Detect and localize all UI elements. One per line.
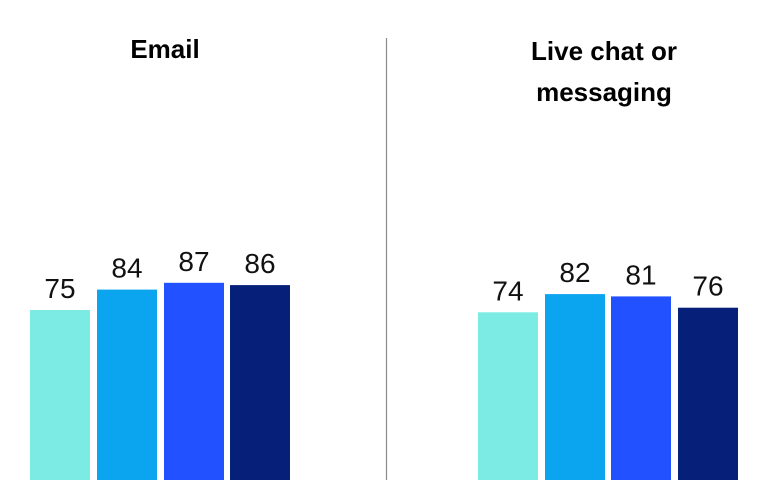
- chart-panel-live-chat: Live chat or messaging 74 82 81 76: [478, 36, 738, 480]
- bar: [30, 310, 90, 480]
- bar: [164, 282, 224, 480]
- bar: [230, 285, 290, 480]
- bar-value-label: 76: [692, 271, 723, 302]
- panel-title: Email: [130, 34, 199, 64]
- bar: [611, 296, 671, 480]
- bar: [97, 289, 157, 480]
- bar-value-label: 84: [111, 253, 142, 284]
- panel-title: Live chat or: [531, 36, 677, 66]
- bar-value-label: 81: [625, 259, 656, 290]
- bar-value-label: 74: [492, 275, 523, 306]
- bar-value-label: 87: [178, 246, 209, 277]
- bar: [678, 307, 738, 480]
- bar: [545, 294, 605, 480]
- bar: [478, 312, 538, 480]
- bar-value-label: 82: [559, 257, 590, 288]
- bar-value-label: 86: [244, 248, 275, 279]
- panel-title: messaging: [536, 77, 672, 107]
- bar-value-label: 75: [44, 273, 75, 304]
- chart-panel-email: Email 75 84 87 86: [30, 34, 290, 480]
